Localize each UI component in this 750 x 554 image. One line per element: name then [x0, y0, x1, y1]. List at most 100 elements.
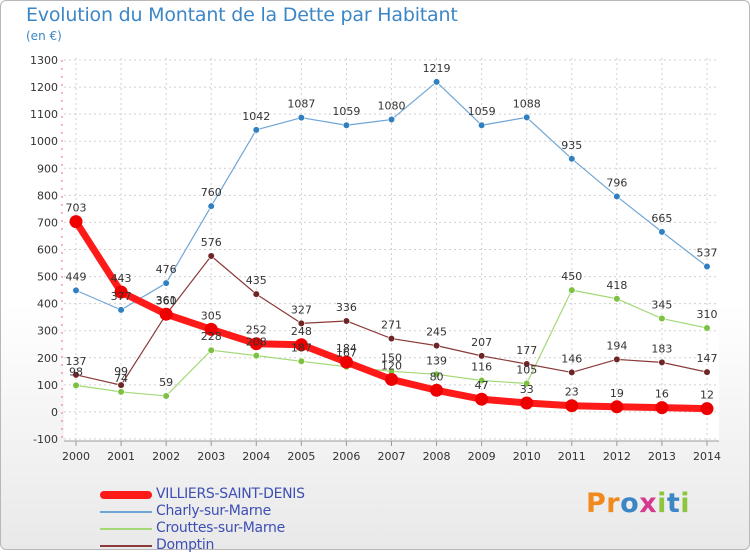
data-point-charly-sur-marne	[703, 262, 711, 271]
data-label-charly-sur-marne: 377	[111, 290, 132, 303]
x-tick-label: 2011	[558, 450, 586, 463]
data-point-villiers-saint-denis	[520, 396, 534, 410]
data-point-domptin	[568, 368, 576, 377]
data-label-domptin: 207	[471, 336, 492, 349]
logo-letter: t	[666, 488, 681, 519]
data-label-domptin: 435	[246, 274, 267, 287]
data-point-charly-sur-marne	[297, 114, 305, 122]
x-tick-label: 2010	[513, 450, 541, 463]
x-tick-label: 2014	[693, 450, 721, 463]
data-label-villiers-saint-denis: 443	[111, 272, 132, 285]
data-point-villiers-saint-denis	[700, 402, 714, 416]
data-label-domptin: 327	[291, 303, 312, 316]
logo-letter: P	[586, 488, 607, 519]
data-point-villiers-saint-denis	[204, 322, 218, 336]
data-point-crouttes-sur-marne	[252, 352, 260, 360]
data-label-villiers-saint-denis: 19	[610, 387, 624, 400]
data-label-crouttes-sur-marne: 167	[336, 347, 357, 360]
data-point-villiers-saint-denis	[430, 383, 444, 397]
data-point-domptin	[387, 334, 396, 343]
data-point-crouttes-sur-marne	[568, 286, 576, 294]
data-label-crouttes-sur-marne: 228	[201, 330, 222, 343]
data-point-domptin	[613, 355, 621, 364]
data-label-charly-sur-marne: 1059	[468, 105, 496, 118]
y-tick-label: 300	[37, 325, 58, 338]
data-point-villiers-saint-denis	[159, 307, 173, 321]
data-point-crouttes-sur-marne	[478, 376, 486, 385]
data-label-domptin: 194	[606, 339, 627, 352]
data-point-villiers-saint-denis	[565, 399, 579, 413]
data-label-domptin: 137	[66, 355, 87, 368]
data-label-villiers-saint-denis: 16	[655, 388, 669, 401]
data-label-villiers-saint-denis: 120	[381, 359, 402, 372]
data-label-villiers-saint-denis: 80	[430, 370, 444, 383]
data-point-crouttes-sur-marne	[432, 370, 441, 378]
data-label-domptin: 336	[336, 301, 357, 314]
data-label-crouttes-sur-marne: 116	[471, 361, 492, 374]
data-label-domptin: 576	[201, 236, 222, 249]
data-point-villiers-saint-denis	[294, 338, 308, 352]
data-point-charly-sur-marne	[162, 279, 170, 287]
data-point-domptin	[297, 319, 305, 328]
data-point-charly-sur-marne	[342, 121, 351, 129]
data-point-domptin	[523, 360, 531, 368]
data-label-domptin: 183	[651, 342, 672, 355]
data-label-charly-sur-marne: 760	[201, 186, 222, 199]
data-point-crouttes-sur-marne	[117, 388, 125, 396]
data-point-charly-sur-marne	[478, 121, 486, 129]
legend-label: Charly-sur-Marne	[156, 503, 271, 519]
data-label-crouttes-sur-marne: 310	[697, 308, 718, 321]
data-label-charly-sur-marne: 935	[561, 139, 582, 152]
data-label-charly-sur-marne: 476	[156, 263, 177, 276]
data-label-domptin: 147	[697, 352, 718, 365]
data-point-crouttes-sur-marne	[613, 295, 621, 303]
data-label-domptin: 271	[381, 319, 402, 332]
y-tick-label: 100	[37, 379, 58, 392]
x-tick-label: 2006	[332, 450, 360, 463]
data-label-crouttes-sur-marne: 105	[516, 364, 537, 377]
y-tick-label: -100	[33, 433, 58, 446]
logo-letter: r	[606, 488, 621, 519]
data-label-crouttes-sur-marne: 139	[426, 354, 447, 367]
data-point-domptin	[342, 317, 351, 325]
data-label-crouttes-sur-marne: 98	[69, 365, 83, 378]
data-point-villiers-saint-denis	[69, 215, 83, 229]
data-label-domptin: 146	[561, 352, 582, 365]
data-label-crouttes-sur-marne: 450	[561, 270, 582, 283]
data-point-domptin	[478, 352, 486, 360]
data-label-charly-sur-marne: 1042	[242, 110, 270, 123]
data-point-crouttes-sur-marne	[297, 357, 305, 365]
logo-letter: o	[620, 488, 640, 519]
logo-letter: i	[680, 488, 691, 519]
data-point-charly-sur-marne	[523, 113, 531, 121]
x-tick-label: 2007	[378, 450, 406, 463]
data-label-villiers-saint-denis: 33	[520, 383, 534, 396]
data-point-charly-sur-marne	[568, 155, 576, 163]
data-label-domptin: 360	[156, 294, 177, 307]
data-label-crouttes-sur-marne: 59	[159, 376, 173, 389]
data-point-crouttes-sur-marne	[703, 324, 711, 332]
data-label-charly-sur-marne: 1080	[378, 100, 406, 113]
data-point-crouttes-sur-marne	[658, 314, 666, 323]
data-label-villiers-saint-denis: 248	[291, 325, 312, 338]
data-label-charly-sur-marne: 1219	[423, 62, 451, 75]
data-label-charly-sur-marne: 1087	[287, 98, 315, 111]
data-label-crouttes-sur-marne: 150	[381, 351, 402, 364]
data-label-villiers-saint-denis: 361	[156, 294, 177, 307]
data-point-domptin	[432, 342, 441, 350]
chart-title: Evolution du Montant de la Dette par Hab…	[26, 4, 458, 26]
data-label-charly-sur-marne: 1059	[332, 105, 360, 118]
x-tick-label: 2005	[287, 450, 315, 463]
data-label-villiers-saint-denis: 23	[565, 386, 579, 399]
y-tick-label: 600	[37, 244, 58, 257]
data-point-charly-sur-marne	[117, 306, 125, 314]
data-label-domptin: 99	[114, 365, 128, 378]
legend-swatch	[100, 545, 152, 547]
legend-label: VILLIERS-SAINT-DENIS	[156, 486, 305, 502]
data-point-domptin	[207, 252, 215, 260]
data-point-charly-sur-marne	[207, 202, 215, 210]
data-point-charly-sur-marne	[658, 228, 666, 236]
data-point-domptin	[252, 290, 260, 298]
data-point-villiers-saint-denis	[249, 337, 263, 351]
